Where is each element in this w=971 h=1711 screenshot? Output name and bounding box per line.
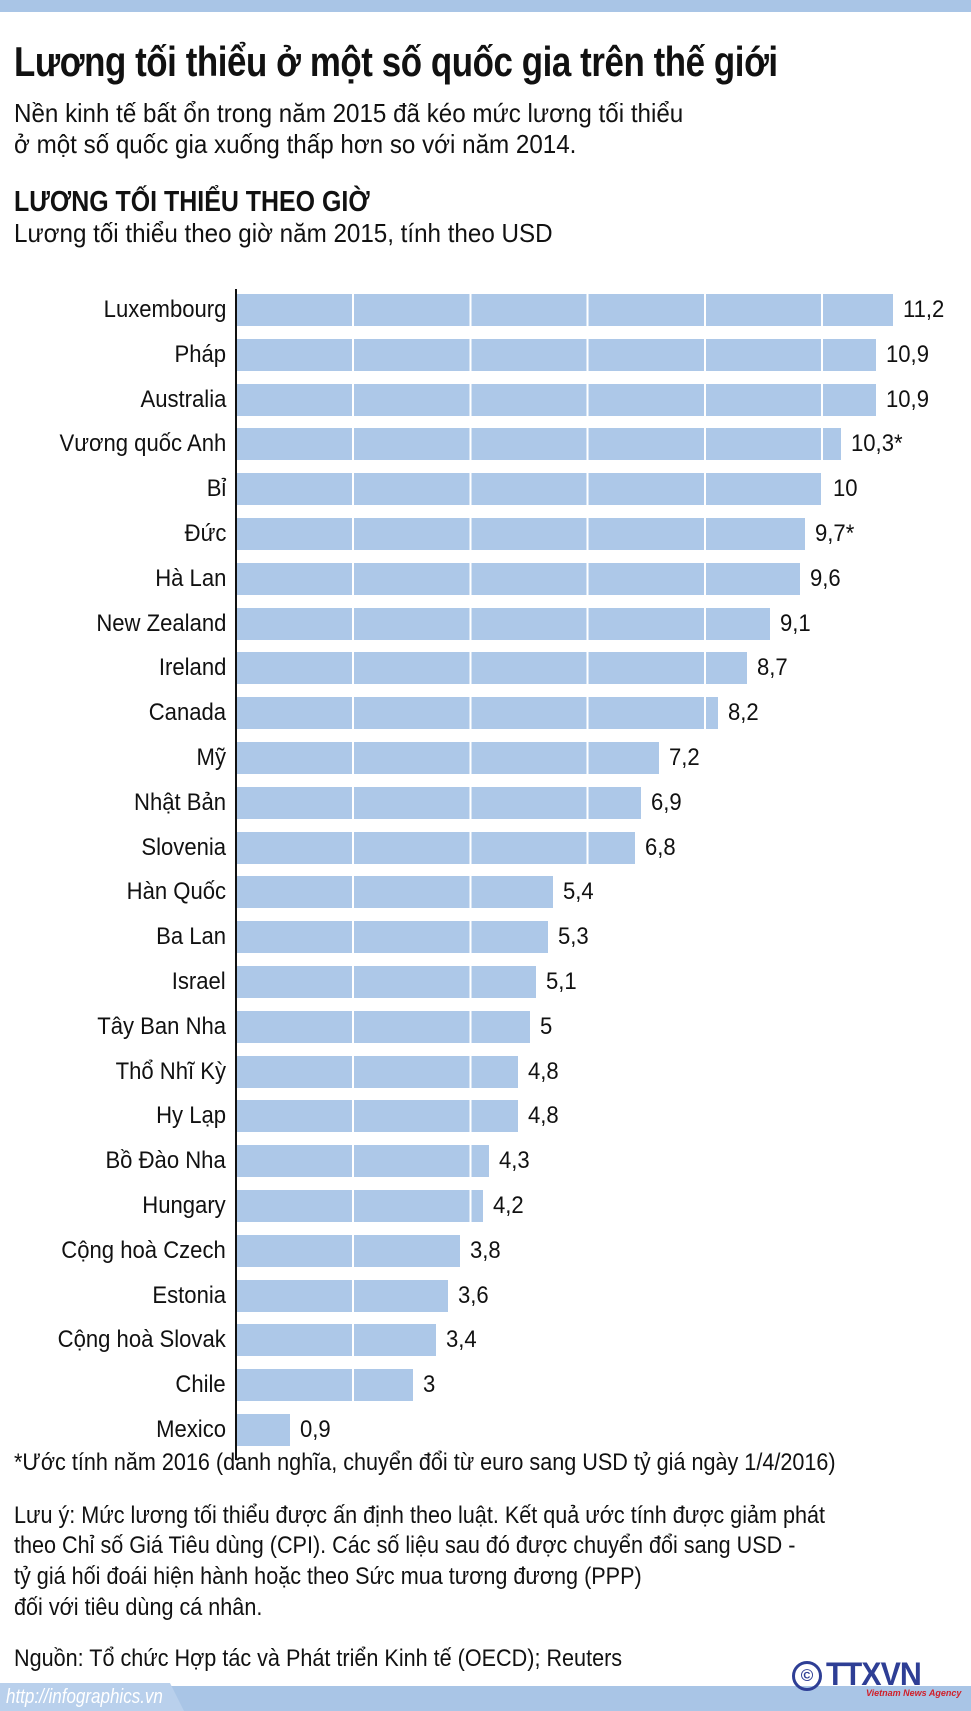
bar <box>237 1324 437 1357</box>
copyright-icon: © <box>792 1661 822 1691</box>
note-line-4: đối với tiêu dùng cá nhân. <box>14 1594 263 1621</box>
bar <box>237 562 800 595</box>
category-label: Ireland <box>158 654 226 682</box>
bar <box>237 966 536 998</box>
category-label: Estonia <box>152 1281 226 1309</box>
bar <box>237 428 841 461</box>
bar <box>237 786 642 819</box>
category-label: Bỉ <box>206 475 226 503</box>
value-label: 5 <box>540 1012 553 1040</box>
category-label: Luxembourg <box>103 296 226 323</box>
bar <box>237 742 659 774</box>
website-link[interactable]: http://infographics.vn <box>6 1686 163 1708</box>
bar <box>237 607 771 640</box>
value-label: 9,6 <box>809 564 841 592</box>
category-label: Hungary <box>142 1192 226 1219</box>
category-label: Canada <box>148 699 226 727</box>
bar <box>237 338 876 371</box>
value-label: 6,9 <box>651 788 683 816</box>
category-label: Chile <box>175 1371 226 1399</box>
bar <box>237 1145 489 1178</box>
ttxvn-logo: TTXVN <box>826 1656 922 1692</box>
value-label: 8,7 <box>756 654 788 682</box>
bar <box>237 1010 530 1043</box>
category-label: Cộng hoà Czech <box>61 1236 226 1264</box>
subtitle-line-2: ở một số quốc gia xuống thấp hơn so với … <box>14 129 577 159</box>
category-label: Ba Lan <box>156 923 226 951</box>
bar <box>237 1414 290 1446</box>
bar <box>237 1369 413 1402</box>
value-label: 3,6 <box>457 1281 489 1309</box>
url-tab <box>0 1683 184 1711</box>
category-label: Australia <box>140 385 226 413</box>
value-label: 9,1 <box>780 609 811 637</box>
bar <box>237 697 718 730</box>
category-label: Slovenia <box>141 833 226 861</box>
category-label: Mỹ <box>196 744 226 771</box>
category-label: Hà Lan <box>154 564 226 592</box>
bar <box>237 1055 519 1088</box>
category-label: Thổ Nhĩ Kỳ <box>115 1057 226 1085</box>
category-label: Nhật Bản <box>133 788 226 816</box>
bar <box>237 1234 460 1267</box>
value-label: 11,2 <box>903 296 945 323</box>
value-label: 6,8 <box>645 833 677 861</box>
value-label: 3 <box>422 1371 436 1399</box>
value-label: 4,8 <box>528 1057 559 1085</box>
bar <box>237 876 554 909</box>
value-label: 4,2 <box>493 1192 524 1219</box>
value-label: 5,3 <box>557 923 589 951</box>
value-label: 9,7* <box>815 520 855 547</box>
y-axis-line <box>235 289 237 1460</box>
top-strip <box>0 0 971 12</box>
category-label: Tây Ban Nha <box>97 1012 226 1040</box>
category-label: Bồ Đào Nha <box>105 1147 226 1175</box>
note-line-2: theo Chỉ số Giá Tiêu dùng (CPI). Các số … <box>14 1532 796 1559</box>
category-label: Hàn Quốc <box>126 878 226 906</box>
value-label: 7,2 <box>668 744 700 771</box>
category-label: Hy Lạp <box>156 1102 226 1130</box>
value-label: 5,1 <box>545 968 577 995</box>
value-label: 8,2 <box>727 699 759 727</box>
bar <box>237 1100 519 1133</box>
note-line-1: Lưu ý: Mức lương tối thiểu được ấn định … <box>14 1502 826 1529</box>
bar <box>237 518 806 550</box>
category-label: Đức <box>184 520 226 547</box>
chart-title: LƯƠNG TỐI THIỂU THEO GIỜ <box>14 186 370 218</box>
bar <box>237 921 548 954</box>
bar <box>237 831 636 864</box>
value-label: 10,3* <box>850 430 903 458</box>
category-label: New Zealand <box>95 609 226 637</box>
chart-subtitle: Lương tối thiểu theo giờ năm 2015, tính … <box>14 218 553 248</box>
value-label: 4,3 <box>498 1147 530 1175</box>
bar <box>237 652 747 685</box>
footnote: *Ước tính năm 2016 (danh nghĩa, chuyển đ… <box>14 1449 836 1476</box>
value-label: 10,9 <box>885 385 929 413</box>
category-label: Vương quốc Anh <box>59 430 226 458</box>
value-label: 3,8 <box>469 1236 501 1264</box>
value-label: 3,4 <box>446 1326 477 1354</box>
value-label: 4,8 <box>528 1102 559 1130</box>
bar <box>237 1190 484 1222</box>
value-label: 0,9 <box>299 1416 331 1443</box>
category-label: Pháp <box>174 340 226 368</box>
category-label: Mexico <box>156 1416 226 1443</box>
value-label: 10,9 <box>885 340 929 368</box>
source-text: Nguồn: Tổ chức Hợp tác và Phát triển Kin… <box>14 1645 623 1672</box>
note-line-3: tỷ giá hối đoái hiện hành hoặc theo Sức … <box>14 1563 642 1590</box>
page-title: Lương tối thiểu ở một số quốc gia trên t… <box>14 38 778 85</box>
bar <box>237 294 894 326</box>
value-label: 5,4 <box>563 878 595 906</box>
category-label: Israel <box>172 968 226 995</box>
bar <box>237 473 823 506</box>
ttxvn-logo-subtext: Vietnam News Agency <box>866 1688 962 1698</box>
bar <box>237 1279 448 1312</box>
subtitle-line-1: Nền kinh tế bất ổn trong năm 2015 đã kéo… <box>14 98 684 128</box>
category-label: Cộng hoà Slovak <box>57 1326 226 1354</box>
value-label: 10 <box>833 475 858 503</box>
bar <box>237 383 876 416</box>
